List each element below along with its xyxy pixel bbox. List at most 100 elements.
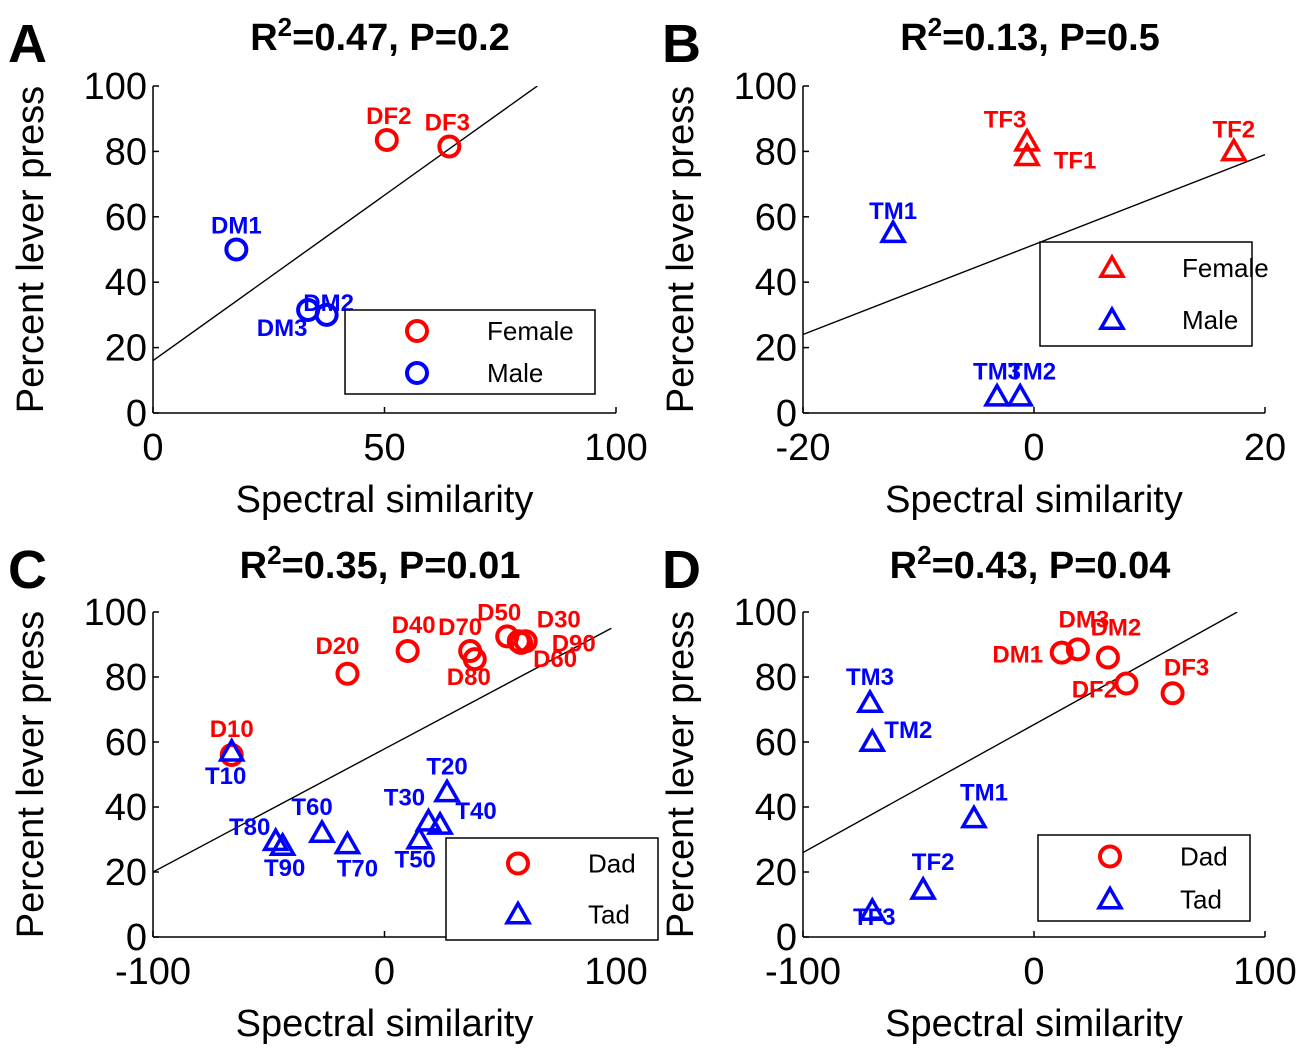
y-tick-label: 100 bbox=[734, 592, 797, 634]
y-tick-label: 60 bbox=[755, 197, 797, 239]
point-label: D60 bbox=[533, 646, 577, 673]
y-tick-label: 40 bbox=[755, 262, 797, 304]
data-point-df2 bbox=[374, 127, 399, 152]
title-suffix: =0.13, P=0.5 bbox=[942, 17, 1160, 59]
x-axis-label: Spectral similarity bbox=[885, 1003, 1183, 1045]
data-point-d40 bbox=[395, 639, 420, 663]
point-label: DF3 bbox=[1164, 654, 1209, 681]
legend-box bbox=[344, 309, 596, 395]
chart-title: R2=0.47, P=0.2 bbox=[250, 12, 510, 59]
data-point-dm1 bbox=[1049, 640, 1074, 665]
point-label: T80 bbox=[229, 814, 270, 841]
x-tick-label: 0 bbox=[374, 951, 395, 993]
legend-label: Male bbox=[487, 358, 543, 388]
legend-marker-tad bbox=[1095, 884, 1125, 910]
chart-title: R2=0.43, P=0.04 bbox=[890, 540, 1171, 587]
point-label: TF2 bbox=[912, 849, 955, 876]
y-tick-label: 100 bbox=[84, 66, 147, 108]
x-axis-label: Spectral similarity bbox=[236, 479, 534, 521]
point-label: T30 bbox=[384, 785, 425, 812]
legend-marker-male bbox=[1097, 305, 1127, 330]
chart-title: R2=0.35, P=0.01 bbox=[240, 540, 521, 587]
x-tick-label: 100 bbox=[584, 427, 647, 469]
y-tick-label: 60 bbox=[105, 197, 147, 239]
data-point-tf3 bbox=[1013, 127, 1042, 152]
data-point-t50 bbox=[405, 824, 434, 850]
data-point-t60 bbox=[307, 818, 337, 843]
y-axis-label: Percent lever press bbox=[10, 611, 52, 938]
legend-marker-female bbox=[1097, 253, 1127, 278]
y-tick-label: 80 bbox=[755, 657, 797, 699]
title-superscript: 2 bbox=[267, 540, 281, 570]
point-label: TF1 bbox=[1054, 147, 1097, 174]
regression-line bbox=[153, 627, 612, 873]
title-superscript: 2 bbox=[917, 540, 931, 570]
data-point-tm1 bbox=[879, 218, 908, 244]
data-point-d90 bbox=[513, 629, 538, 654]
title-suffix: =0.47, P=0.2 bbox=[292, 17, 510, 59]
regression-line bbox=[153, 86, 538, 362]
point-label: DM1 bbox=[992, 642, 1043, 669]
data-point-d20 bbox=[335, 661, 360, 686]
data-point-tf2 bbox=[909, 875, 938, 900]
data-point-df3 bbox=[1160, 681, 1185, 706]
point-label: DM3 bbox=[1059, 606, 1110, 633]
legend: Female Male bbox=[344, 309, 596, 395]
point-label: D40 bbox=[392, 612, 436, 639]
point-label: D90 bbox=[552, 630, 596, 657]
legend-marker-tad bbox=[503, 899, 533, 925]
point-label: T10 bbox=[205, 763, 246, 790]
y-tick-label: 20 bbox=[755, 328, 797, 370]
legend: Dad Tad bbox=[1037, 834, 1251, 922]
y-tick-label: 0 bbox=[776, 917, 797, 959]
point-label: TM1 bbox=[869, 198, 917, 225]
title-prefix: R bbox=[250, 17, 277, 59]
x-tick-label: -20 bbox=[776, 427, 831, 469]
panel-letter: B bbox=[662, 14, 701, 74]
legend-label: Female bbox=[487, 316, 574, 346]
legend-box bbox=[1039, 241, 1253, 347]
data-point-tf1 bbox=[1013, 141, 1042, 167]
point-label: TM3 bbox=[846, 664, 894, 691]
point-label: D30 bbox=[537, 606, 581, 633]
data-point-tm2 bbox=[858, 727, 887, 752]
data-point-df2 bbox=[1114, 671, 1139, 696]
panel-letter: A bbox=[8, 14, 47, 74]
point-label: D80 bbox=[447, 664, 491, 691]
title-superscript: 2 bbox=[928, 12, 942, 42]
y-axis-label: Percent lever press bbox=[660, 86, 702, 413]
point-label: DM2 bbox=[1091, 615, 1142, 642]
y-axis-label: Percent lever press bbox=[660, 611, 702, 938]
x-tick-label: 100 bbox=[584, 951, 647, 993]
y-tick-label: 100 bbox=[84, 592, 147, 634]
legend: Dad Tad bbox=[445, 837, 659, 941]
data-point-d80 bbox=[462, 647, 487, 672]
data-point-t90 bbox=[268, 831, 297, 856]
point-label: TF2 bbox=[1212, 116, 1255, 143]
point-label: T90 bbox=[264, 855, 305, 882]
y-tick-label: 60 bbox=[105, 722, 147, 764]
data-point-tm3 bbox=[983, 382, 1012, 407]
regression-line bbox=[803, 154, 1265, 336]
y-tick-label: 20 bbox=[755, 852, 797, 894]
y-tick-label: 80 bbox=[755, 131, 797, 173]
data-point-tf3 bbox=[858, 896, 887, 921]
data-point-tm1 bbox=[959, 803, 988, 829]
data-point-dm3 bbox=[296, 297, 321, 322]
data-point-t10 bbox=[217, 737, 246, 762]
point-label: D70 bbox=[438, 614, 482, 641]
point-label: T40 bbox=[455, 798, 496, 825]
y-tick-label: 80 bbox=[105, 657, 147, 699]
y-tick-label: 0 bbox=[776, 393, 797, 435]
x-tick-label: 0 bbox=[142, 427, 163, 469]
point-label: DF2 bbox=[366, 103, 411, 130]
point-label: DF3 bbox=[425, 109, 470, 136]
y-tick-label: 80 bbox=[105, 131, 147, 173]
title-suffix: =0.43, P=0.04 bbox=[932, 545, 1171, 587]
point-label: DM1 bbox=[211, 213, 262, 240]
legend-box bbox=[1037, 834, 1251, 922]
y-tick-label: 20 bbox=[105, 852, 147, 894]
data-point-t40 bbox=[426, 810, 455, 835]
